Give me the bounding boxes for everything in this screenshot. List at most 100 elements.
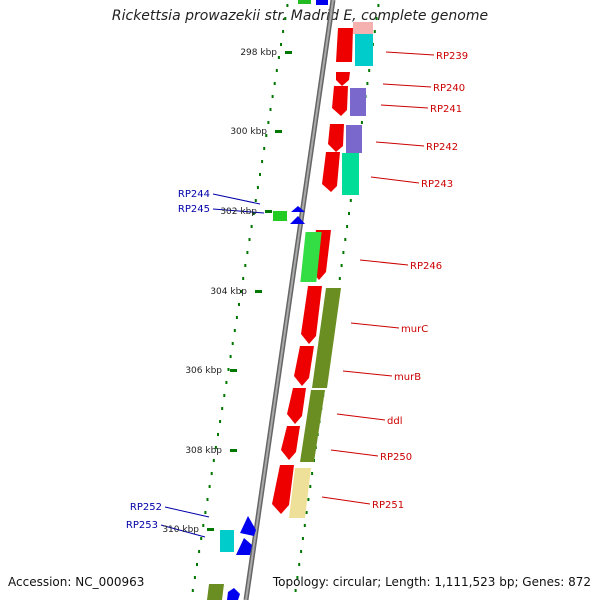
gene-rp252-arrow [240, 516, 256, 536]
guide-dot-outer [296, 576, 299, 579]
gene-rp243-cds [322, 152, 340, 192]
guide-dot-inner [280, 43, 282, 46]
gene-murc-murb-olive [312, 288, 341, 388]
gene-label: RP245 [178, 204, 210, 215]
gene-label: ddl [387, 416, 402, 427]
label-leader-lines [160, 51, 435, 538]
tick-mark [230, 369, 237, 372]
gene-label: RP239 [436, 51, 468, 62]
guide-dot-inner [263, 147, 266, 150]
gene-label: RP252 [130, 502, 162, 513]
tick-mark [255, 290, 262, 293]
guide-dot-inner [240, 290, 243, 293]
accession-text: Accession: NC_000963 [8, 575, 145, 589]
guide-dot-inner [282, 30, 285, 33]
gene-rp242-rna [346, 125, 362, 153]
guide-dot-inner [269, 108, 272, 111]
gene-rp239-rna-top [353, 22, 373, 34]
gene-rp241-rna [350, 88, 366, 116]
guide-dot-inner [210, 472, 213, 475]
guide-dot-outer [303, 524, 306, 527]
guide-dot-inner [242, 277, 245, 280]
leader-line [370, 176, 420, 184]
leader-line [321, 496, 371, 505]
topology-text: Topology: circular; Length: 1,111,523 bp… [272, 575, 591, 589]
tick-label: 304 kbp [210, 287, 247, 297]
leader-line [330, 449, 379, 457]
leader-line [382, 83, 432, 88]
guide-dot-outer [307, 498, 310, 501]
guide-dot-outer [366, 82, 369, 85]
gene-rp241-cds [332, 86, 348, 116]
guide-dot-outer [340, 264, 343, 267]
leader-line [342, 370, 393, 377]
guide-dot-inner [235, 316, 238, 319]
guide-dot-inner [219, 420, 222, 423]
guide-dot-inner [208, 485, 211, 488]
guide-dot-inner [244, 264, 247, 267]
guide-dot-inner [254, 199, 257, 202]
guide-dot-inner [271, 95, 274, 98]
leader-line [380, 104, 429, 109]
guide-dot-inner [246, 251, 249, 254]
gene-label: RP250 [380, 452, 412, 463]
guide-dot-inner [204, 511, 207, 514]
guide-dot-inner [212, 459, 215, 462]
guide-dot-inner [231, 342, 234, 345]
guide-dot-outer [348, 212, 350, 215]
gene-label: RP251 [372, 500, 404, 511]
guide-dot-outer [344, 238, 347, 241]
guide-dot-inner [261, 160, 264, 163]
gene-top-blue [316, 0, 328, 5]
gene-labels: RP239 RP240 RP241 RP242 RP243 RP246 murC murB dd… [126, 51, 468, 531]
gene-bottom-olive [207, 584, 224, 600]
guide-dot-inner [193, 576, 196, 579]
gene-label: RP246 [410, 261, 442, 272]
tick-mark [230, 449, 237, 452]
guide-dot-inner [284, 17, 287, 20]
tick-label: 302 kbp [220, 207, 257, 217]
guide-dot-inner [202, 524, 205, 527]
gene-label: murB [394, 372, 421, 383]
gene-rp253-arrow [236, 538, 252, 555]
gene-rp250-cds [281, 426, 300, 460]
tick-mark [275, 130, 282, 133]
guide-dot-inner [227, 368, 230, 371]
tick-label: 308 kbp [185, 446, 222, 456]
guide-dot-outer [311, 472, 314, 475]
guide-dot-inner [206, 498, 209, 501]
guide-dot-inner [225, 381, 228, 384]
leader-line [336, 413, 386, 421]
gene-rp243-rna [342, 153, 359, 195]
guide-dot-inner [256, 186, 259, 189]
guide-dot-inner [233, 329, 236, 332]
map-title: Rickettsia prowazekii str. Madrid E, com… [111, 8, 489, 24]
gene-rp239-cds [336, 28, 353, 62]
guide-dot-inner [252, 212, 255, 215]
leader-line [212, 193, 261, 205]
gene-label: RP241 [430, 104, 462, 115]
guide-dot-inner [273, 82, 276, 85]
gene-label: RP243 [421, 179, 453, 190]
tick-mark [265, 210, 272, 213]
guide-dot-outer [375, 17, 378, 20]
gene-murb-cds [294, 346, 314, 386]
gene-label: RP253 [126, 520, 158, 531]
leader-line [164, 506, 210, 518]
gene-rp240-cds [336, 72, 350, 86]
guide-dot-inner [191, 589, 194, 592]
gene-murc-cds [301, 286, 322, 344]
feature-track [207, 0, 373, 600]
tick-mark [207, 528, 214, 531]
guide-dot-inner [259, 173, 261, 176]
guide-dot-inner [277, 56, 280, 59]
guide-dot-outer [305, 511, 308, 514]
gene-rp251-cds [272, 465, 294, 514]
tick-mark [285, 51, 292, 54]
gene-rp251-rna [289, 468, 311, 518]
guide-dot-outer [338, 277, 341, 280]
guide-dot-inner [275, 69, 278, 72]
gene-rp242-cds [328, 124, 344, 152]
gene-label: RP244 [178, 189, 210, 200]
